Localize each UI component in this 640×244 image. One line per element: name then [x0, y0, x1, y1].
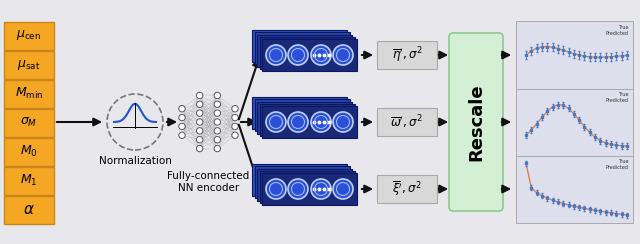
Circle shape	[214, 92, 221, 99]
FancyBboxPatch shape	[252, 97, 347, 129]
FancyBboxPatch shape	[4, 138, 54, 165]
Circle shape	[311, 45, 331, 65]
Circle shape	[266, 112, 286, 132]
Circle shape	[232, 123, 238, 130]
FancyBboxPatch shape	[516, 88, 633, 156]
Circle shape	[214, 110, 221, 116]
Circle shape	[288, 112, 308, 132]
Circle shape	[196, 145, 203, 152]
FancyBboxPatch shape	[4, 166, 54, 194]
FancyBboxPatch shape	[257, 102, 352, 134]
Circle shape	[214, 128, 221, 134]
FancyBboxPatch shape	[4, 109, 54, 136]
Circle shape	[232, 114, 238, 121]
FancyBboxPatch shape	[377, 41, 437, 69]
FancyBboxPatch shape	[259, 104, 355, 136]
Circle shape	[266, 45, 286, 65]
Text: $\overline{\omega}', \sigma^2$: $\overline{\omega}', \sigma^2$	[390, 113, 424, 131]
Circle shape	[179, 132, 185, 139]
Text: $\mu_{\rm cen}$: $\mu_{\rm cen}$	[17, 29, 42, 42]
FancyBboxPatch shape	[516, 155, 633, 223]
Circle shape	[196, 119, 203, 125]
Circle shape	[333, 112, 353, 132]
Circle shape	[214, 101, 221, 108]
Text: $\overline{\xi}', \sigma^2$: $\overline{\xi}', \sigma^2$	[392, 180, 422, 198]
Text: $\alpha$: $\alpha$	[23, 202, 35, 217]
Circle shape	[288, 179, 308, 199]
Circle shape	[179, 105, 185, 112]
FancyBboxPatch shape	[377, 175, 437, 203]
FancyBboxPatch shape	[259, 171, 355, 203]
FancyBboxPatch shape	[262, 106, 357, 138]
FancyBboxPatch shape	[4, 80, 54, 108]
Circle shape	[214, 119, 221, 125]
Text: $M_0$: $M_0$	[20, 144, 38, 159]
FancyBboxPatch shape	[257, 35, 352, 67]
Text: $\sigma_M$: $\sigma_M$	[20, 116, 38, 129]
Text: True
Predicted: True Predicted	[606, 159, 629, 170]
FancyBboxPatch shape	[516, 21, 633, 89]
Circle shape	[196, 136, 203, 143]
Circle shape	[288, 45, 308, 65]
FancyBboxPatch shape	[252, 164, 347, 196]
Text: $M_1$: $M_1$	[20, 173, 38, 188]
Circle shape	[311, 179, 331, 199]
FancyBboxPatch shape	[4, 195, 54, 224]
Circle shape	[196, 128, 203, 134]
Text: Normalization: Normalization	[99, 156, 172, 166]
Text: True
Predicted: True Predicted	[606, 92, 629, 103]
Circle shape	[179, 123, 185, 130]
Circle shape	[232, 105, 238, 112]
FancyBboxPatch shape	[4, 21, 54, 50]
Text: 1D convolutional
NN decoder heads: 1D convolutional NN decoder heads	[253, 36, 349, 58]
Circle shape	[179, 114, 185, 121]
Circle shape	[311, 112, 331, 132]
Text: True
Predicted: True Predicted	[606, 25, 629, 36]
FancyBboxPatch shape	[255, 32, 349, 64]
FancyBboxPatch shape	[449, 33, 503, 211]
FancyBboxPatch shape	[257, 169, 352, 201]
Circle shape	[196, 110, 203, 116]
Circle shape	[232, 132, 238, 139]
Text: $\overline{\eta}', \sigma^2$: $\overline{\eta}', \sigma^2$	[392, 45, 422, 65]
Circle shape	[266, 179, 286, 199]
Circle shape	[214, 145, 221, 152]
Text: Rescale: Rescale	[467, 83, 485, 161]
Circle shape	[333, 45, 353, 65]
FancyBboxPatch shape	[252, 30, 347, 62]
FancyBboxPatch shape	[262, 39, 357, 71]
FancyBboxPatch shape	[259, 37, 355, 69]
Text: Fully-connected
NN encoder: Fully-connected NN encoder	[168, 171, 250, 193]
FancyBboxPatch shape	[4, 51, 54, 79]
Text: $M_{\rm min}$: $M_{\rm min}$	[15, 86, 44, 101]
Circle shape	[196, 92, 203, 99]
FancyBboxPatch shape	[255, 166, 349, 198]
FancyBboxPatch shape	[377, 108, 437, 136]
Circle shape	[214, 136, 221, 143]
FancyBboxPatch shape	[262, 173, 357, 205]
Circle shape	[333, 179, 353, 199]
Circle shape	[196, 101, 203, 108]
FancyBboxPatch shape	[255, 99, 349, 132]
Text: $\mu_{\rm sat}$: $\mu_{\rm sat}$	[17, 58, 40, 71]
